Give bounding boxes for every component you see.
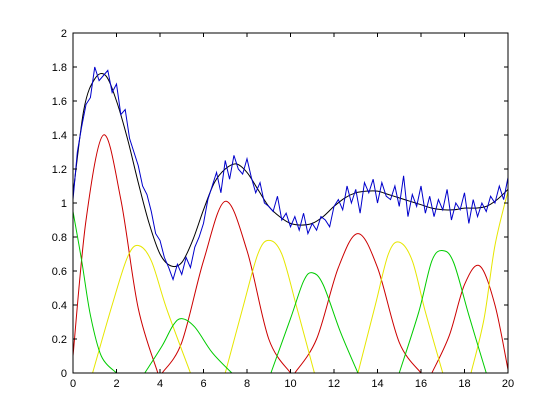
series-red-peak-3 [294, 233, 422, 374]
y-tick-label: 1.2 [52, 164, 67, 176]
series-noisy-line [72, 66, 509, 282]
x-axis: 0 2 4 6 8 10 12 14 16 18 20 [70, 33, 514, 390]
x-tick-label: 8 [244, 378, 250, 390]
x-tick-label: 6 [200, 378, 206, 390]
series-green-peak-3 [270, 272, 359, 374]
x-tick-label: 0 [70, 378, 76, 390]
series-yellow-peak-3 [357, 241, 444, 374]
y-tick-label: 1 [61, 198, 67, 210]
series-yellow-peak-2 [224, 239, 315, 374]
series-yellow-peak-1 [92, 244, 191, 374]
x-tick-label: 10 [284, 378, 296, 390]
y-tick-label: 1.6 [52, 96, 67, 108]
series-green-peak-1 [72, 211, 117, 374]
x-tick-label: 14 [371, 378, 383, 390]
series-red-peak-4 [431, 264, 509, 374]
x-tick-label: 20 [502, 378, 514, 390]
y-tick-label: 1.8 [52, 62, 67, 74]
y-tick-label: 0 [61, 368, 67, 380]
y-tick-label: 0.8 [52, 232, 67, 244]
series-fit-line [72, 72, 509, 268]
x-tick-label: 16 [415, 378, 427, 390]
plot-lines [72, 66, 509, 374]
y-axis: 0 0.2 0.4 0.6 0.8 1 1.2 1.4 1.6 1.8 2 [52, 28, 508, 380]
y-tick-label: 0.6 [52, 266, 67, 278]
y-tick-label: 1.4 [52, 130, 67, 142]
y-tick-label: 0.4 [52, 300, 67, 312]
series-red-peak-1 [72, 134, 159, 374]
x-tick-label: 18 [458, 378, 470, 390]
series-yellow-peak-4 [470, 190, 509, 374]
y-tick-label: 0.2 [52, 334, 67, 346]
series-green-peak-4 [398, 250, 487, 374]
y-tick-label: 2 [61, 28, 67, 40]
series-green-peak-2 [144, 318, 233, 374]
x-tick-label: 12 [328, 378, 340, 390]
x-tick-label: 2 [113, 378, 119, 390]
series-red-peak-2 [161, 200, 291, 374]
x-tick-label: 4 [157, 378, 163, 390]
